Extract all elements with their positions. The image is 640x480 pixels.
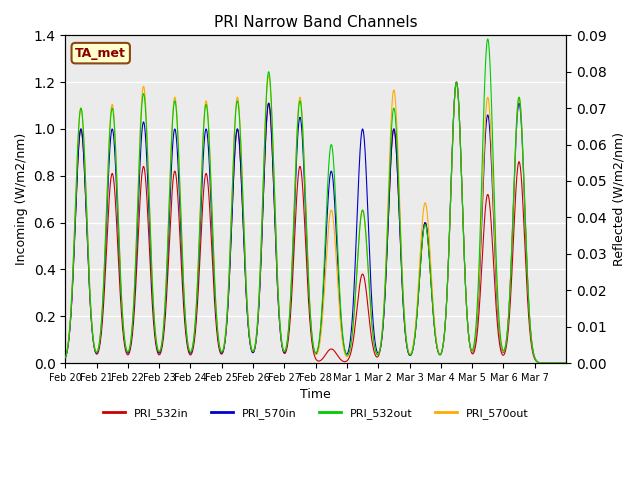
Y-axis label: Reflected (W/m2/nm): Reflected (W/m2/nm): [612, 132, 625, 266]
Legend: PRI_532in, PRI_570in, PRI_532out, PRI_570out: PRI_532in, PRI_570in, PRI_532out, PRI_57…: [98, 403, 533, 423]
Text: TA_met: TA_met: [76, 47, 126, 60]
X-axis label: Time: Time: [300, 388, 331, 401]
Y-axis label: Incoming (W/m2/nm): Incoming (W/m2/nm): [15, 133, 28, 265]
Title: PRI Narrow Band Channels: PRI Narrow Band Channels: [214, 15, 417, 30]
